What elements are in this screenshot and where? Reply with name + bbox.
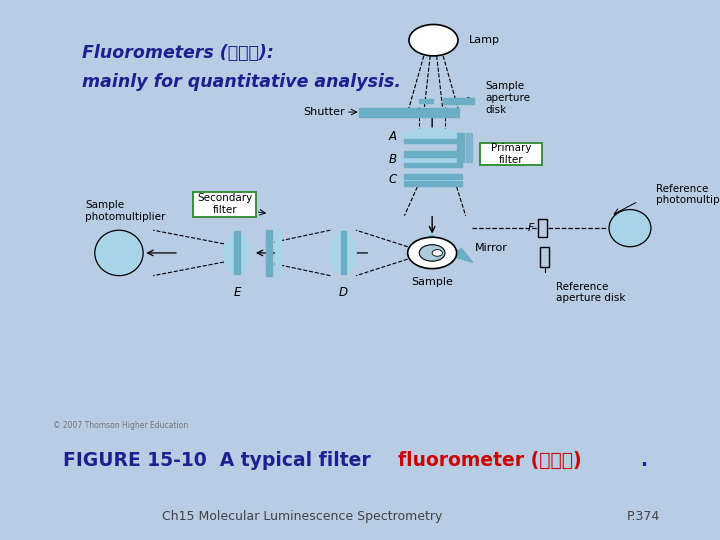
Ellipse shape (403, 128, 461, 145)
Circle shape (408, 237, 456, 268)
Bar (405, 181, 462, 186)
Bar (405, 163, 462, 167)
Text: C: C (389, 173, 397, 186)
Ellipse shape (402, 172, 463, 187)
Text: P.374: P.374 (626, 510, 660, 523)
Circle shape (419, 245, 445, 261)
Text: Lamp: Lamp (469, 35, 500, 45)
Bar (341, 232, 346, 274)
Bar (359, 107, 459, 117)
Ellipse shape (609, 210, 651, 247)
Circle shape (432, 249, 443, 256)
Text: Sample
photomultiplier: Sample photomultiplier (86, 200, 166, 222)
Text: Mirror: Mirror (475, 243, 508, 253)
Bar (234, 232, 240, 274)
FancyBboxPatch shape (193, 192, 256, 217)
Text: Secondary
filter: Secondary filter (197, 193, 252, 215)
Bar (540, 247, 549, 267)
Ellipse shape (224, 232, 250, 274)
Bar (419, 99, 433, 103)
Bar (266, 230, 272, 275)
Bar (466, 133, 472, 162)
Ellipse shape (402, 152, 463, 168)
Bar (405, 151, 462, 157)
Text: B: B (389, 153, 397, 166)
Bar (275, 230, 282, 275)
Circle shape (409, 24, 458, 56)
Text: A: A (389, 130, 397, 143)
Text: Shutter: Shutter (303, 107, 344, 117)
Text: fluorometer (螢光計): fluorometer (螢光計) (398, 450, 582, 470)
Text: FIGURE 15-10  A typical filter: FIGURE 15-10 A typical filter (63, 450, 377, 470)
Text: Ch15 Molecular Luminescence Spectrometry: Ch15 Molecular Luminescence Spectrometry (162, 510, 443, 523)
Text: Sample
aperture
disk: Sample aperture disk (485, 82, 530, 114)
Bar (538, 219, 547, 237)
Ellipse shape (330, 232, 356, 274)
Text: Sample: Sample (411, 277, 453, 287)
Text: Primary
filter: Primary filter (490, 144, 531, 165)
Text: F: F (528, 223, 534, 233)
Bar (405, 174, 462, 179)
Text: .: . (639, 450, 647, 470)
FancyArrow shape (428, 235, 473, 262)
Ellipse shape (95, 230, 143, 275)
FancyBboxPatch shape (480, 143, 541, 165)
Bar (405, 139, 462, 144)
Bar (443, 98, 474, 104)
Text: Reference
aperture disk: Reference aperture disk (556, 282, 626, 303)
Text: D: D (338, 286, 348, 299)
Text: Reference
photomultiplier: Reference photomultiplier (656, 184, 720, 205)
Text: Fluorometers (螢光計):: Fluorometers (螢光計): (82, 44, 274, 62)
Text: mainly for quantitative analysis.: mainly for quantitative analysis. (82, 73, 401, 91)
Bar (456, 133, 464, 162)
Text: © 2007 Thomson Higher Education: © 2007 Thomson Higher Education (53, 421, 189, 430)
Text: E: E (233, 286, 240, 299)
